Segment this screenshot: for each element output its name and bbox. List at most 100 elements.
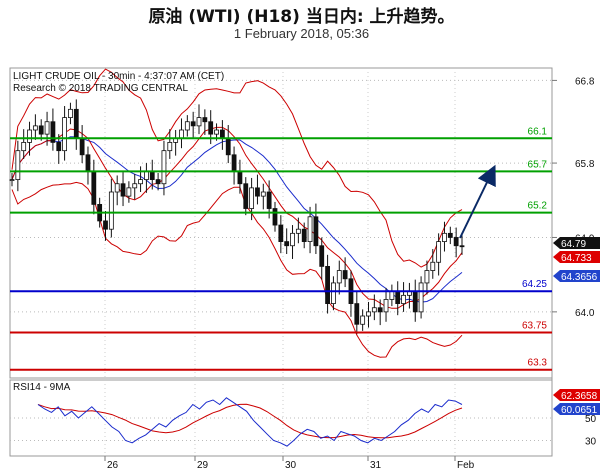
candle-46 (278, 215, 284, 254)
candle-body-43 (260, 191, 266, 197)
candle-body-63 (377, 307, 383, 313)
price-badge-bg-2 (553, 270, 600, 282)
candle-1 (15, 140, 21, 192)
upper-band (11, 68, 463, 268)
candle-67 (401, 282, 406, 312)
candle-48 (290, 225, 295, 259)
candle-body-39 (237, 170, 243, 185)
rsi-ma-line (37, 403, 463, 439)
candle-19 (120, 172, 126, 207)
price-badge-bg-0 (553, 237, 600, 249)
rsi-tick-label-1: 30 (585, 437, 597, 448)
candle-body-74 (442, 232, 447, 242)
candle-body-1 (15, 150, 21, 181)
candle-50 (301, 222, 307, 249)
candle-body-20 (126, 187, 132, 197)
candle-17 (108, 178, 114, 238)
candle-body-34 (208, 121, 214, 135)
candle-body-48 (290, 232, 295, 247)
candle-0 (9, 172, 15, 187)
candle-body-6 (44, 121, 50, 135)
candle-body-31 (190, 121, 196, 127)
candle-47 (284, 228, 290, 254)
candle-body-66 (395, 290, 401, 305)
candle-body-26 (161, 150, 167, 185)
y-tick-label-1: 65.8 (575, 159, 595, 170)
rsi-indicator: 50 30 62.3658 60.0651 (10, 389, 600, 448)
candle-body-51 (307, 216, 313, 243)
candle-73 (436, 233, 442, 276)
candle-body-76 (453, 237, 459, 247)
candle-32 (196, 104, 202, 135)
candle-16 (103, 211, 108, 241)
trend-arrow (459, 164, 496, 239)
candle-body-37 (225, 137, 231, 156)
candle-25 (155, 172, 161, 191)
y-tick-label-3: 64.0 (575, 308, 595, 319)
lower-band (11, 181, 463, 358)
candle-body-2 (21, 141, 27, 152)
candle-body-57 (342, 270, 348, 280)
candle-body-61 (366, 311, 371, 317)
candle-body-35 (214, 129, 219, 135)
price-badge-bg-1 (553, 251, 600, 263)
candle-62 (371, 294, 377, 321)
candle-42 (255, 174, 260, 205)
candle-body-49 (295, 228, 301, 234)
candle-body-42 (255, 187, 260, 197)
rsi-badge-label-1: 60.0651 (561, 405, 598, 416)
candle-body-0 (9, 179, 15, 182)
candle-71 (424, 260, 430, 295)
candle-body-59 (354, 303, 360, 325)
candle-body-8 (56, 141, 62, 152)
candle-body-32 (196, 117, 202, 127)
candle-body-4 (32, 125, 38, 131)
candle-54 (325, 254, 330, 314)
candle-body-24 (149, 170, 155, 180)
rsi-label: RSI14 - 9MA (13, 382, 71, 393)
candle-body-72 (430, 261, 436, 271)
candle-4 (32, 114, 38, 140)
candle-51 (307, 206, 313, 254)
rsi-badge-label-0: 62.3658 (561, 391, 598, 402)
candle-body-25 (155, 179, 161, 185)
candle-body-53 (319, 245, 325, 267)
candle-body-69 (412, 290, 418, 313)
rsi-tick-label-0: 50 (585, 414, 597, 425)
price-badge-label-0: 64.79 (561, 239, 586, 250)
candle-body-62 (371, 307, 377, 313)
candle-body-45 (272, 208, 278, 226)
candle-body-23 (144, 170, 149, 180)
candle-body-54 (325, 265, 330, 304)
candle-body-5 (38, 125, 44, 135)
candle-43 (260, 183, 266, 210)
candle-18 (114, 175, 120, 206)
candle-body-67 (401, 294, 406, 305)
candle-body-10 (68, 108, 73, 119)
rsi-badge-0: 62.3658 (553, 389, 600, 402)
candle-body-50 (301, 228, 307, 242)
candle-body-46 (278, 224, 284, 242)
candle-20 (126, 181, 132, 203)
candle-76 (453, 227, 459, 258)
candle-body-56 (336, 270, 342, 284)
x-axis: 26 29 30 31 Feb (104, 456, 475, 471)
level-label-1: 65.7 (528, 159, 548, 170)
candle-55 (331, 276, 336, 311)
candle-45 (272, 201, 278, 232)
candle-63 (377, 299, 383, 326)
instrument-label: LIGHT CRUDE OIL - 30min - 4:37:07 AM (CE… (13, 71, 224, 82)
candle-7 (50, 108, 56, 151)
candle-body-33 (202, 117, 208, 123)
candle-body-16 (103, 220, 108, 230)
candle-26 (161, 140, 167, 196)
candle-body-11 (73, 108, 79, 139)
candle-body-71 (424, 270, 430, 284)
candle-body-21 (132, 183, 138, 189)
price-badge-0: 64.79 (553, 237, 600, 250)
candle-body-9 (62, 117, 67, 152)
candle-body-19 (120, 183, 126, 197)
candle-body-14 (91, 170, 97, 205)
candle-body-12 (79, 137, 85, 156)
candle-10 (68, 102, 73, 125)
